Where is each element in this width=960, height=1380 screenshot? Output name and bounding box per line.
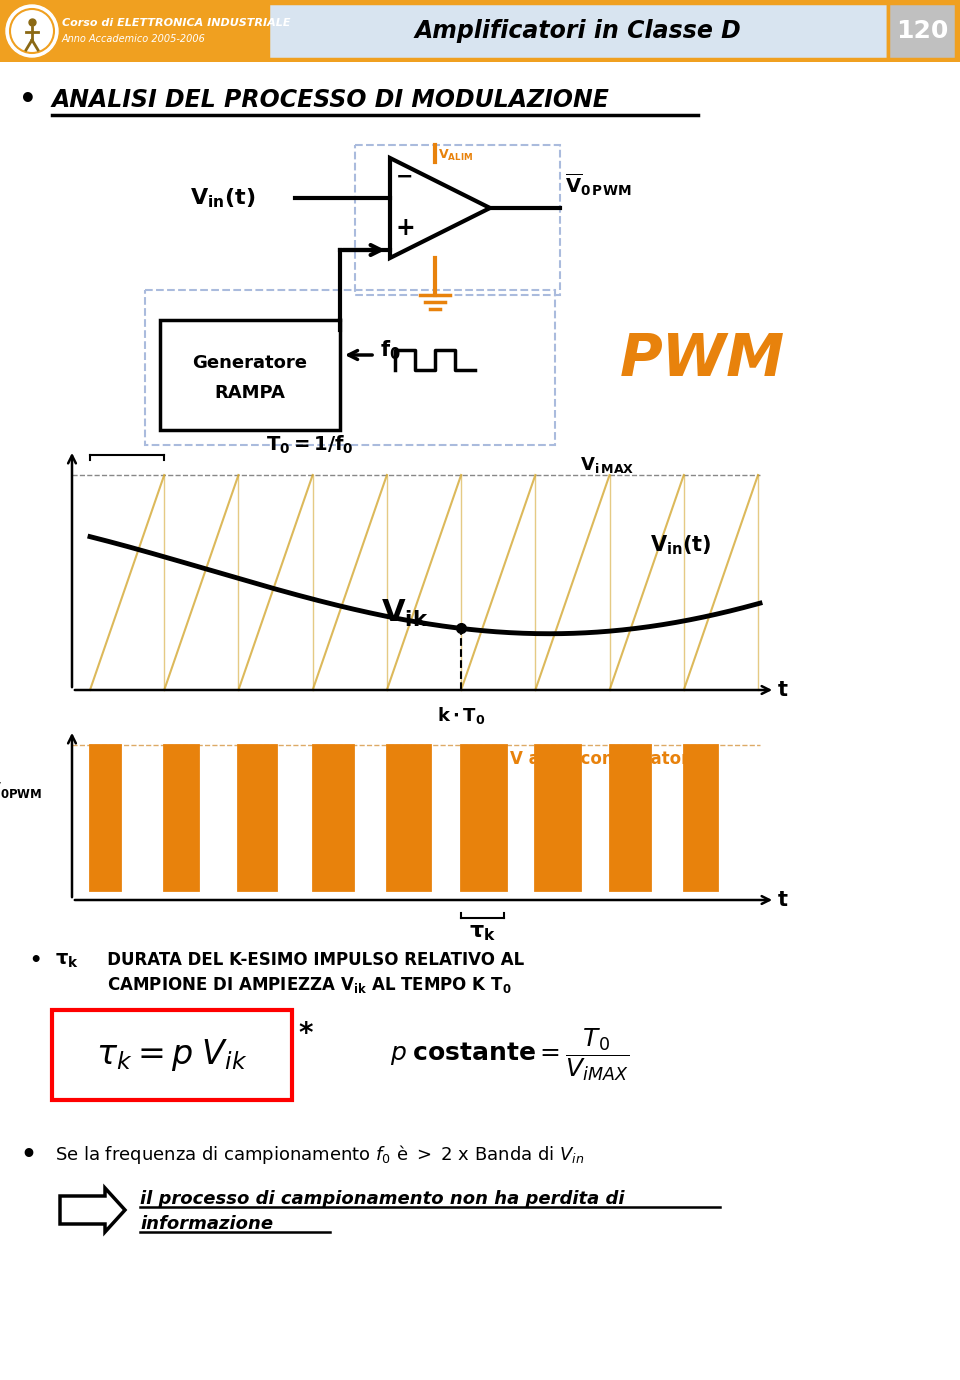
- Bar: [268, 3, 888, 59]
- Text: •: •: [19, 86, 36, 115]
- Text: CAMPIONE DI AMPIEZZA $\mathbf{V_{ik}}$ AL TEMPO K $\mathbf{T_0}$: CAMPIONE DI AMPIEZZA $\mathbf{V_{ik}}$ A…: [90, 976, 512, 995]
- Text: t: t: [778, 680, 788, 700]
- Text: $\mathbf{V_{i\,MAX}}$: $\mathbf{V_{i\,MAX}}$: [580, 455, 635, 475]
- Text: $\mathbf{V_{in}(t)}$: $\mathbf{V_{in}(t)}$: [650, 533, 711, 556]
- Polygon shape: [390, 157, 490, 258]
- Circle shape: [6, 6, 58, 57]
- Bar: [610, 745, 650, 890]
- Bar: [536, 745, 580, 890]
- Bar: [164, 745, 198, 890]
- Text: Anno Accademico 2005-2006: Anno Accademico 2005-2006: [62, 34, 205, 44]
- Bar: [238, 745, 276, 890]
- Text: −: −: [396, 167, 414, 188]
- Text: Corso di ELETTRONICA INDUSTRIALE: Corso di ELETTRONICA INDUSTRIALE: [62, 18, 291, 28]
- Text: $p\;\mathbf{costante} = \dfrac{T_0}{V_{iMAX}}$: $p\;\mathbf{costante} = \dfrac{T_0}{V_{i…: [390, 1027, 630, 1083]
- Text: +: +: [396, 217, 416, 240]
- Text: $\mathbf{f_0}$: $\mathbf{f_0}$: [380, 338, 400, 362]
- Text: PWM: PWM: [620, 331, 785, 389]
- Text: V alim. comparatore: V alim. comparatore: [510, 749, 701, 769]
- Text: $\tau_k = p\;V_{ik}$: $\tau_k = p\;V_{ik}$: [96, 1036, 248, 1074]
- Bar: [145, 290, 555, 444]
- Bar: [461, 745, 506, 890]
- Text: informazione: informazione: [140, 1214, 274, 1232]
- Text: $\mathbf{V_{in}(t)}$: $\mathbf{V_{in}(t)}$: [190, 186, 255, 210]
- Text: $\mathbf{k \cdot T_0}$: $\mathbf{k \cdot T_0}$: [437, 705, 486, 726]
- Text: $\mathbf{V_{ik}}$: $\mathbf{V_{ik}}$: [381, 598, 429, 629]
- Text: t: t: [778, 890, 788, 909]
- Text: •: •: [29, 951, 41, 970]
- Text: *: *: [298, 1020, 313, 1047]
- Bar: [160, 320, 340, 431]
- Text: $\mathbf{T_0 = 1/f_0}$: $\mathbf{T_0 = 1/f_0}$: [266, 433, 354, 457]
- Bar: [684, 745, 717, 890]
- Text: $\mathbf{V_{ALIM}}$: $\mathbf{V_{ALIM}}$: [438, 148, 473, 163]
- Bar: [52, 1010, 292, 1100]
- Text: 120: 120: [896, 19, 948, 43]
- Text: Generatore: Generatore: [193, 355, 307, 373]
- Polygon shape: [60, 1188, 125, 1232]
- Text: $\mathbf{\overline{V}_{0\,PWM}}$: $\mathbf{\overline{V}_{0\,PWM}}$: [565, 172, 632, 199]
- Text: Amplificatori in Classe D: Amplificatori in Classe D: [415, 19, 741, 43]
- Text: DURATA DEL K-ESIMO IMPULSO RELATIVO AL: DURATA DEL K-ESIMO IMPULSO RELATIVO AL: [90, 951, 524, 969]
- Bar: [888, 3, 956, 59]
- Bar: [313, 745, 353, 890]
- Text: •: •: [20, 1143, 36, 1167]
- Bar: [387, 745, 430, 890]
- Bar: [90, 745, 120, 890]
- Text: il processo di campionamento non ha perdita di: il processo di campionamento non ha perd…: [140, 1190, 625, 1208]
- Text: RAMPA: RAMPA: [215, 384, 285, 402]
- Bar: [0, 0, 960, 62]
- Text: Se la frequenza di campionamento $f_0$ è $>$ 2 x Banda di $V_{in}$: Se la frequenza di campionamento $f_0$ è…: [55, 1144, 585, 1166]
- Bar: [355, 145, 560, 295]
- Text: $\mathbf{V_{0PWM}}$: $\mathbf{V_{0PWM}}$: [0, 780, 42, 800]
- Text: $\mathbf{\tau_k}$: $\mathbf{\tau_k}$: [469, 923, 496, 943]
- Text: $\mathbf{\tau_k}$: $\mathbf{\tau_k}$: [55, 951, 79, 970]
- Text: ANALISI DEL PROCESSO DI MODULAZIONE: ANALISI DEL PROCESSO DI MODULAZIONE: [52, 88, 610, 112]
